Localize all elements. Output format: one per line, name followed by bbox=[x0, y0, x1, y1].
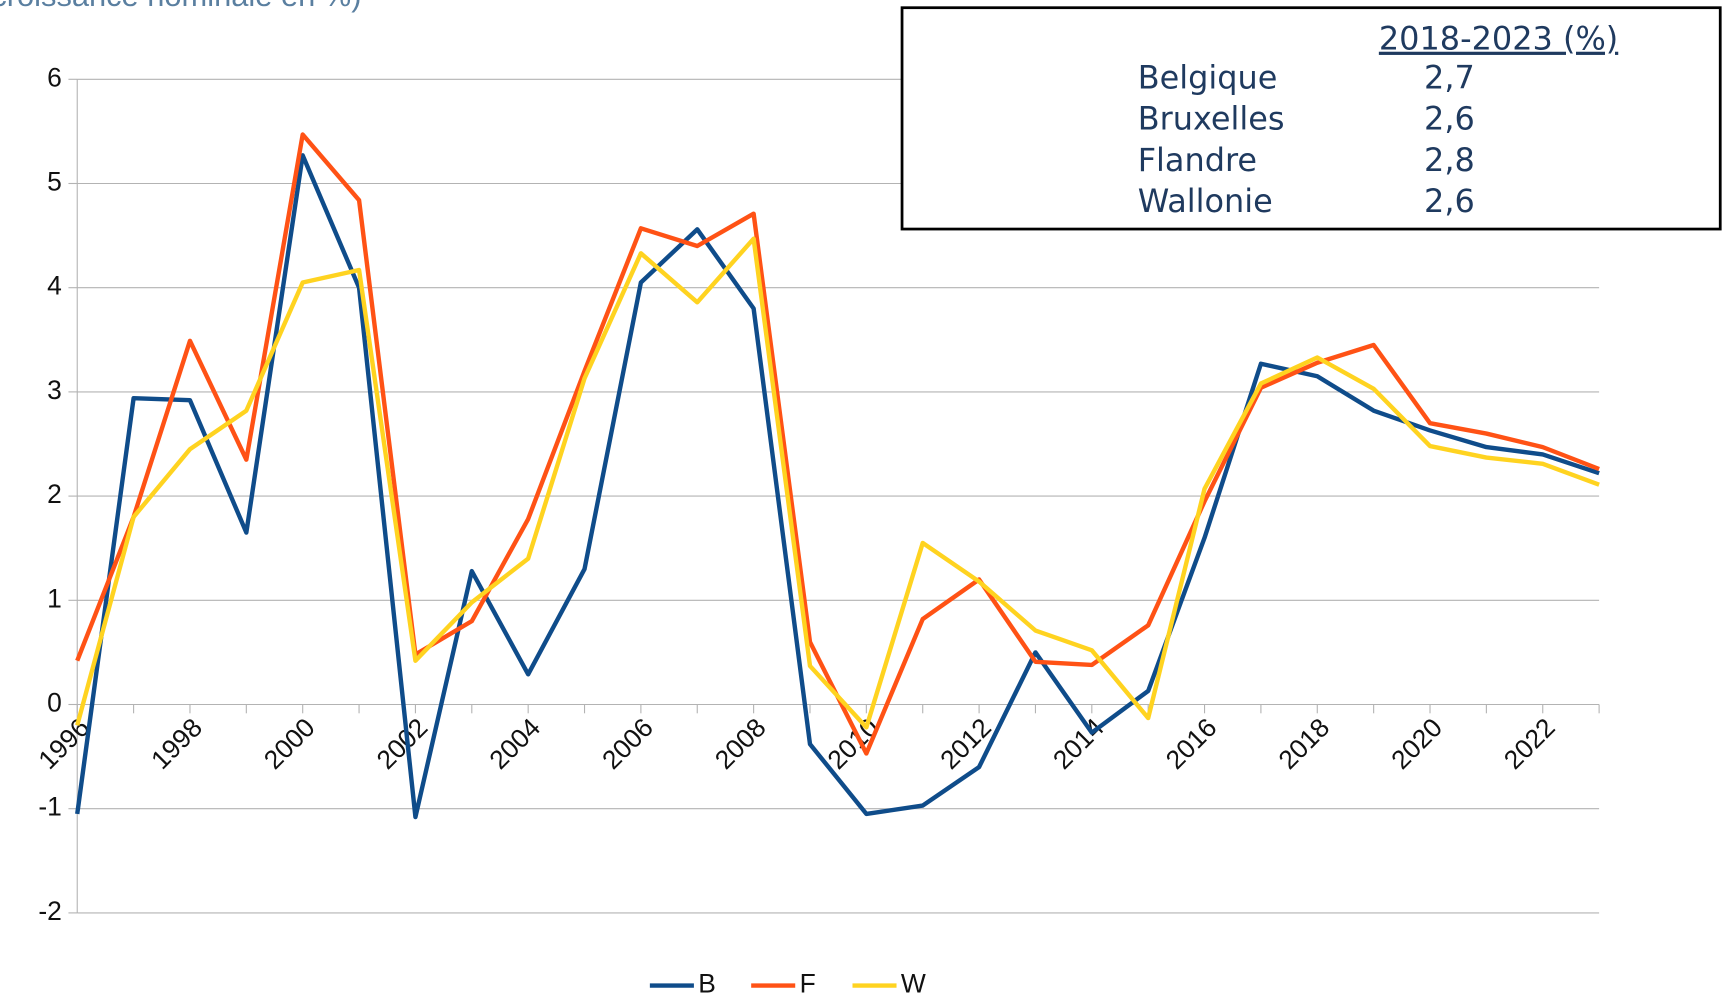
y-tick-label: -2 bbox=[38, 896, 61, 926]
legend-label: B bbox=[698, 969, 716, 999]
x-tick-label: 2020 bbox=[1385, 712, 1448, 775]
series-line bbox=[75, 153, 1600, 820]
table-row-value: 2,8 bbox=[1424, 141, 1475, 179]
x-tick-label: 2012 bbox=[934, 712, 997, 775]
series-line bbox=[75, 236, 1600, 730]
x-tick-label: 2000 bbox=[258, 712, 321, 775]
x-tick-label: 1998 bbox=[145, 712, 208, 775]
x-tick-label: 2022 bbox=[1498, 712, 1561, 775]
x-tick-label: 2018 bbox=[1273, 712, 1336, 775]
x-tick-label: 2006 bbox=[596, 712, 659, 775]
table-row-label: Wallonie bbox=[1138, 182, 1273, 220]
x-tick-label: 2010 bbox=[822, 712, 885, 775]
x-tick-label: 2002 bbox=[371, 712, 434, 775]
y-tick-label: 3 bbox=[47, 375, 62, 405]
x-tick-label: 2008 bbox=[709, 712, 772, 775]
y-tick-label: 5 bbox=[47, 166, 62, 196]
y-tick-label: 2 bbox=[47, 479, 62, 509]
y-tick-label: 1 bbox=[47, 583, 62, 613]
table-box bbox=[900, 6, 1722, 231]
y-tick-label: -1 bbox=[38, 792, 61, 822]
x-tick-label: 2014 bbox=[1047, 712, 1110, 775]
table-row-value: 2,6 bbox=[1424, 100, 1475, 138]
table-header: 2018-2023 (%) bbox=[1379, 20, 1618, 58]
table-row-value: 2,7 bbox=[1424, 58, 1475, 96]
table-row-label: Bruxelles bbox=[1138, 100, 1285, 138]
legend-label: W bbox=[901, 969, 926, 999]
chart-title: croissance nominale en %) bbox=[0, 0, 361, 13]
y-tick-label: 6 bbox=[47, 62, 62, 92]
table-row-label: Flandre bbox=[1138, 141, 1257, 179]
x-tick-label: 2016 bbox=[1160, 712, 1223, 775]
legend-label: F bbox=[800, 969, 816, 999]
y-tick-label: 4 bbox=[47, 271, 62, 301]
table-row-label: Belgique bbox=[1138, 58, 1278, 96]
y-tick-label: 0 bbox=[47, 687, 62, 717]
x-tick-label: 2004 bbox=[483, 712, 546, 775]
table-row-value: 2,6 bbox=[1424, 182, 1475, 220]
